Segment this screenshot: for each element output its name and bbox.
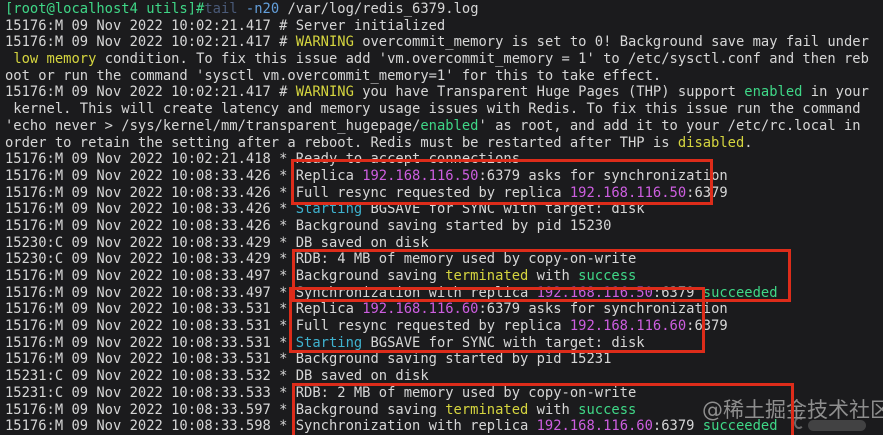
log-text-segment: 15176:M 09 Nov 2022 10:08:33.531 * Backg… [5, 351, 612, 368]
log-line: 'echo never > /sys/kernel/mm/transparent… [5, 118, 869, 135]
log-text-segment: 15231:C 09 Nov 2022 10:08:33.532 * DB sa… [5, 368, 429, 385]
log-text-segment: :6379 asks for synchronization [478, 301, 728, 318]
log-text-segment: 15176:M 09 Nov 2022 10:08:33.531 * Full … [5, 318, 570, 335]
log-text-segment: with [528, 268, 579, 284]
log-text-segment: :6379 [652, 284, 703, 301]
log-line: 15231:C 09 Nov 2022 10:08:33.533 * RDB: … [5, 385, 869, 402]
log-line: 15176:M 09 Nov 2022 10:08:33.497 * Synch… [5, 285, 869, 302]
log-text-segment: 192.168.116.50 [536, 284, 653, 301]
log-line: 15230:C 09 Nov 2022 10:08:33.429 * RDB: … [5, 251, 869, 268]
log-text-segment: BGSAVE for SYNC with target: disk [362, 334, 645, 351]
log-text-segment: 15176:M 09 Nov 2022 10:02:21.417 # [5, 34, 296, 51]
log-text-segment: enabled [420, 117, 479, 134]
log-line: oot or run the command 'sysctl vm.overco… [5, 68, 869, 85]
log-text-segment: 192.168.116.60 [536, 418, 653, 435]
log-text-segment: kernel. This will create latency and mem… [5, 101, 861, 118]
log-text-segment: Starting [295, 334, 363, 351]
log-line: 15176:M 09 Nov 2022 10:08:33.497 * Backg… [5, 268, 869, 285]
log-text-segment: 192.168.116.60 [569, 318, 687, 335]
log-text-segment: 15176:M 09 Nov 2022 10:02:21.417 # [5, 84, 296, 101]
log-text-segment: you have Transparent Huge Pages (THP) su… [353, 84, 745, 101]
log-text-segment: enabled [744, 84, 803, 101]
log-text-segment: :6379 [686, 184, 728, 201]
log-text-segment: 15176:M 09 Nov 2022 10:02:21.417 # Serve… [5, 17, 446, 34]
log-line: 15176:M 09 Nov 2022 10:08:33.426 * Repli… [5, 168, 869, 185]
log-text-segment: /var/log/redis_6379.log [279, 1, 479, 17]
log-text-segment: 15176:M 09 Nov 2022 10:08:33.531 * Repli… [5, 301, 363, 318]
log-line: low memory condition. To fix this issue … [5, 51, 869, 68]
log-line: kernel. This will create latency and mem… [5, 101, 869, 118]
log-text-segment: 'echo never > /sys/kernel/mm/transparent… [5, 117, 421, 134]
log-text-segment: terminated [445, 268, 529, 284]
log-line: 15176:M 09 Nov 2022 10:08:33.426 * Full … [5, 185, 869, 202]
log-text-segment: in your [802, 84, 869, 101]
log-text-segment: with [528, 401, 579, 418]
log-line: 15176:M 09 Nov 2022 10:08:33.426 * Backg… [5, 218, 869, 235]
log-text-segment: 15230:C 09 Nov 2022 10:08:33.429 * DB sa… [5, 234, 429, 251]
terminal-output: [root@localhost4 utils]#tail -n20 /var/l… [5, 1, 869, 435]
log-line: 15176:M 09 Nov 2022 10:08:33.531 * Start… [5, 335, 869, 352]
log-line: 15176:M 09 Nov 2022 10:02:21.417 # WARNI… [5, 84, 869, 101]
log-text-segment: :6379 [686, 318, 728, 335]
log-text-segment: 192.168.116.60 [362, 301, 479, 318]
log-text-segment: 15176:M 09 Nov 2022 10:08:33.426 * Backg… [5, 217, 612, 234]
log-text-segment: . [744, 134, 753, 151]
log-text-segment: 15176:M 09 Nov 2022 10:08:33.598 * Synch… [5, 418, 537, 435]
log-line: 15176:M 09 Nov 2022 10:08:33.531 * Backg… [5, 351, 869, 368]
log-line: 15176:M 09 Nov 2022 10:02:21.417 # Serve… [5, 18, 869, 35]
log-text-segment: 15230:C 09 Nov 2022 10:08:33.429 * RDB: … [5, 251, 637, 268]
log-text-segment: tail [204, 1, 238, 17]
log-text-segment: low memory [13, 51, 97, 68]
log-text-segment: succeeded [702, 418, 778, 435]
log-text-segment: 15176:M 09 Nov 2022 10:08:33.426 * [5, 201, 296, 218]
log-line: 15176:M 09 Nov 2022 10:08:33.597 * Backg… [5, 402, 869, 419]
log-text-segment: Starting [295, 201, 363, 218]
log-text-segment: oot or run the command 'sysctl vm.overco… [5, 67, 662, 84]
log-text-segment: success [578, 268, 637, 284]
log-text-segment: 15176:M 09 Nov 2022 10:08:33.497 * Backg… [5, 268, 446, 284]
log-text-segment [238, 1, 246, 17]
log-text-segment: 15176:M 09 Nov 2022 10:08:33.531 * [5, 334, 296, 351]
log-text-segment: success [578, 401, 637, 418]
log-text-segment: 192.168.116.50 [362, 167, 479, 184]
log-text-segment: :6379 asks for synchronization [478, 167, 728, 184]
log-text-segment: 192.168.116.50 [569, 184, 687, 201]
log-text-segment: WARNING [295, 84, 354, 101]
log-text-segment: terminated [445, 401, 529, 418]
log-text-segment: 15176:M 09 Nov 2022 10:08:33.426 * Full … [5, 184, 570, 201]
log-line: 15176:M 09 Nov 2022 10:08:33.531 * Full … [5, 318, 869, 335]
log-text-segment: :6379 [652, 418, 703, 435]
log-text-segment: 15176:M 09 Nov 2022 10:08:33.497 * Synch… [5, 284, 537, 301]
log-text-segment: overcommit_memory is set to 0! Backgroun… [353, 34, 869, 51]
watermark-artifact-ring [794, 417, 804, 429]
command-line: [root@localhost4 utils]#tail -n20 /var/l… [5, 1, 869, 18]
log-text-segment: ' as root, and add it to your /etc/rc.lo… [478, 117, 861, 134]
shell-prompt: [root@localhost4 utils]# [5, 1, 205, 17]
log-text-segment: succeeded [702, 284, 778, 301]
watermark-artifact-bar [808, 420, 866, 431]
log-text-segment: 15176:M 09 Nov 2022 10:08:33.426 * Repli… [5, 167, 363, 184]
log-line: 15231:C 09 Nov 2022 10:08:33.532 * DB sa… [5, 368, 869, 385]
log-text-segment: BGSAVE for SYNC with target: disk [362, 201, 645, 218]
log-line: 15176:M 09 Nov 2022 10:08:33.531 * Repli… [5, 301, 869, 318]
log-line: 15176:M 09 Nov 2022 10:02:21.418 * Ready… [5, 151, 869, 168]
log-text-segment: 15176:M 09 Nov 2022 10:08:33.597 * Backg… [5, 401, 446, 418]
log-text-segment: -n20 [245, 1, 280, 17]
log-text-segment: 15176:M 09 Nov 2022 10:02:21.418 * Ready… [5, 151, 520, 168]
log-text-segment: order to retain the setting after a rebo… [5, 134, 678, 151]
log-text-segment: 15231:C 09 Nov 2022 10:08:33.533 * RDB: … [5, 384, 637, 401]
log-line: 15176:M 09 Nov 2022 10:02:21.417 # WARNI… [5, 34, 869, 51]
log-text-segment: disabled [677, 134, 745, 151]
log-text-segment: WARNING [295, 34, 354, 51]
log-line: order to retain the setting after a rebo… [5, 135, 869, 152]
log-line: 15230:C 09 Nov 2022 10:08:33.429 * DB sa… [5, 235, 869, 252]
log-line: 15176:M 09 Nov 2022 10:08:33.426 * Start… [5, 201, 869, 218]
log-line: 15176:M 09 Nov 2022 10:08:33.598 * Synch… [5, 418, 869, 435]
log-text-segment: condition. To fix this issue add 'vm.ove… [96, 51, 869, 68]
